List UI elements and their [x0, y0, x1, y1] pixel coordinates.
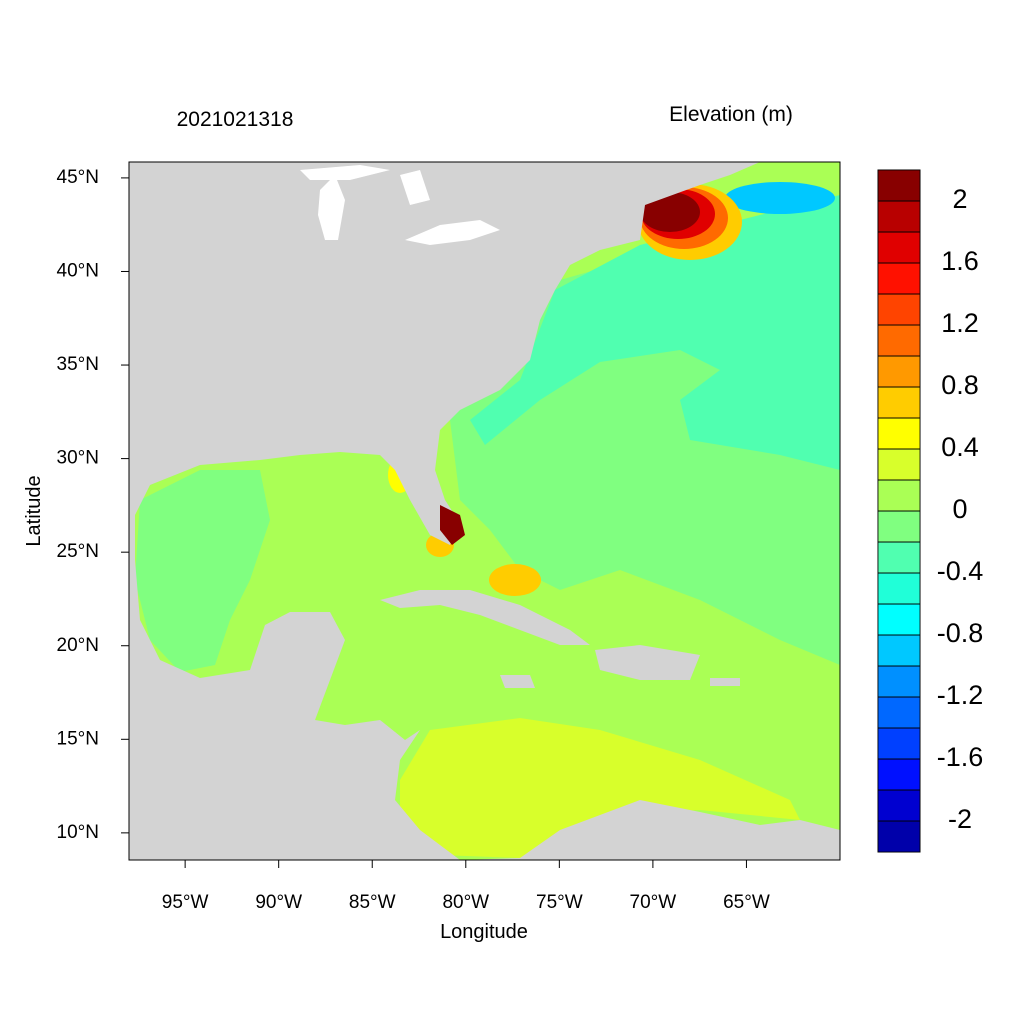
ocean-region [470, 195, 840, 470]
x-tick-label: 85°W [349, 892, 396, 913]
colorbar-label: -0.8 [937, 618, 984, 648]
colorbar-box [877, 820, 921, 853]
lake [318, 175, 345, 240]
title-right: Elevation (m) [669, 103, 793, 126]
colorbar-box [877, 293, 921, 326]
x-tick-label: 75°W [536, 892, 583, 913]
lake [405, 220, 500, 245]
colorbar-box [877, 417, 921, 450]
colorbar-label: -2 [948, 804, 972, 834]
colorbar-box [877, 479, 921, 512]
colorbar-box [877, 603, 921, 636]
colorbar-label: 0.8 [941, 370, 979, 400]
ocean-region [400, 718, 800, 858]
y-tick-label: 45°N [57, 167, 99, 188]
colorbar-label: -0.4 [937, 556, 984, 586]
ocean-region [135, 470, 270, 672]
colorbar-label: 0 [952, 494, 967, 524]
colorbar-box [877, 200, 921, 233]
colorbar-box [877, 324, 921, 357]
colorbar-label: 2 [952, 184, 967, 214]
colorbar-box [877, 727, 921, 760]
x-tick-label: 95°W [162, 892, 209, 913]
colorbar-box [877, 758, 921, 791]
colorbar-box [877, 572, 921, 605]
y-tick-label: 40°N [57, 260, 99, 281]
y-tick-label: 35°N [57, 354, 99, 375]
colorbar-box [877, 386, 921, 419]
colorbar-box [877, 262, 921, 295]
land [460, 800, 840, 860]
y-tick-label: 10°N [57, 822, 99, 843]
colorbar-label: 1.6 [941, 246, 979, 276]
colorbar-box [877, 169, 921, 202]
colorbar-box [877, 355, 921, 388]
y-axis-label: Latitude [23, 475, 45, 546]
plot-frame [128, 161, 841, 861]
y-tick-label: 20°N [57, 635, 99, 656]
land [380, 590, 590, 645]
colorbar-box [877, 541, 921, 574]
y-tick-label: 25°N [57, 541, 99, 562]
x-tick-label: 80°W [442, 892, 489, 913]
land [710, 678, 740, 686]
colorbar-box [877, 448, 921, 481]
colorbar-label: 0.4 [941, 432, 979, 462]
x-axis-label: Longitude [440, 921, 528, 943]
colorbar-box [877, 510, 921, 543]
y-tick-label: 15°N [57, 728, 99, 749]
ocean-region [725, 182, 835, 214]
x-tick-label: 70°W [630, 892, 677, 913]
y-tick-label: 30°N [57, 448, 99, 469]
ocean-region [489, 564, 541, 596]
x-tick-label: 65°W [723, 892, 770, 913]
colorbar-label: 1.2 [941, 308, 979, 338]
land [595, 645, 700, 680]
ocean-region [640, 192, 700, 232]
colorbar-box [877, 634, 921, 667]
title-left: 2021021318 [177, 108, 294, 131]
colorbar-label: -1.6 [937, 742, 984, 772]
colorbar-label: -1.2 [937, 680, 984, 710]
colorbar-box [877, 789, 921, 822]
land [500, 675, 535, 688]
colorbar-box [877, 665, 921, 698]
map-field [129, 162, 840, 860]
colorbar-box [877, 696, 921, 729]
lake [400, 170, 430, 205]
land-flood [440, 505, 465, 545]
colorbar-box [877, 231, 921, 264]
lake [300, 165, 390, 180]
x-tick-label: 90°W [255, 892, 302, 913]
